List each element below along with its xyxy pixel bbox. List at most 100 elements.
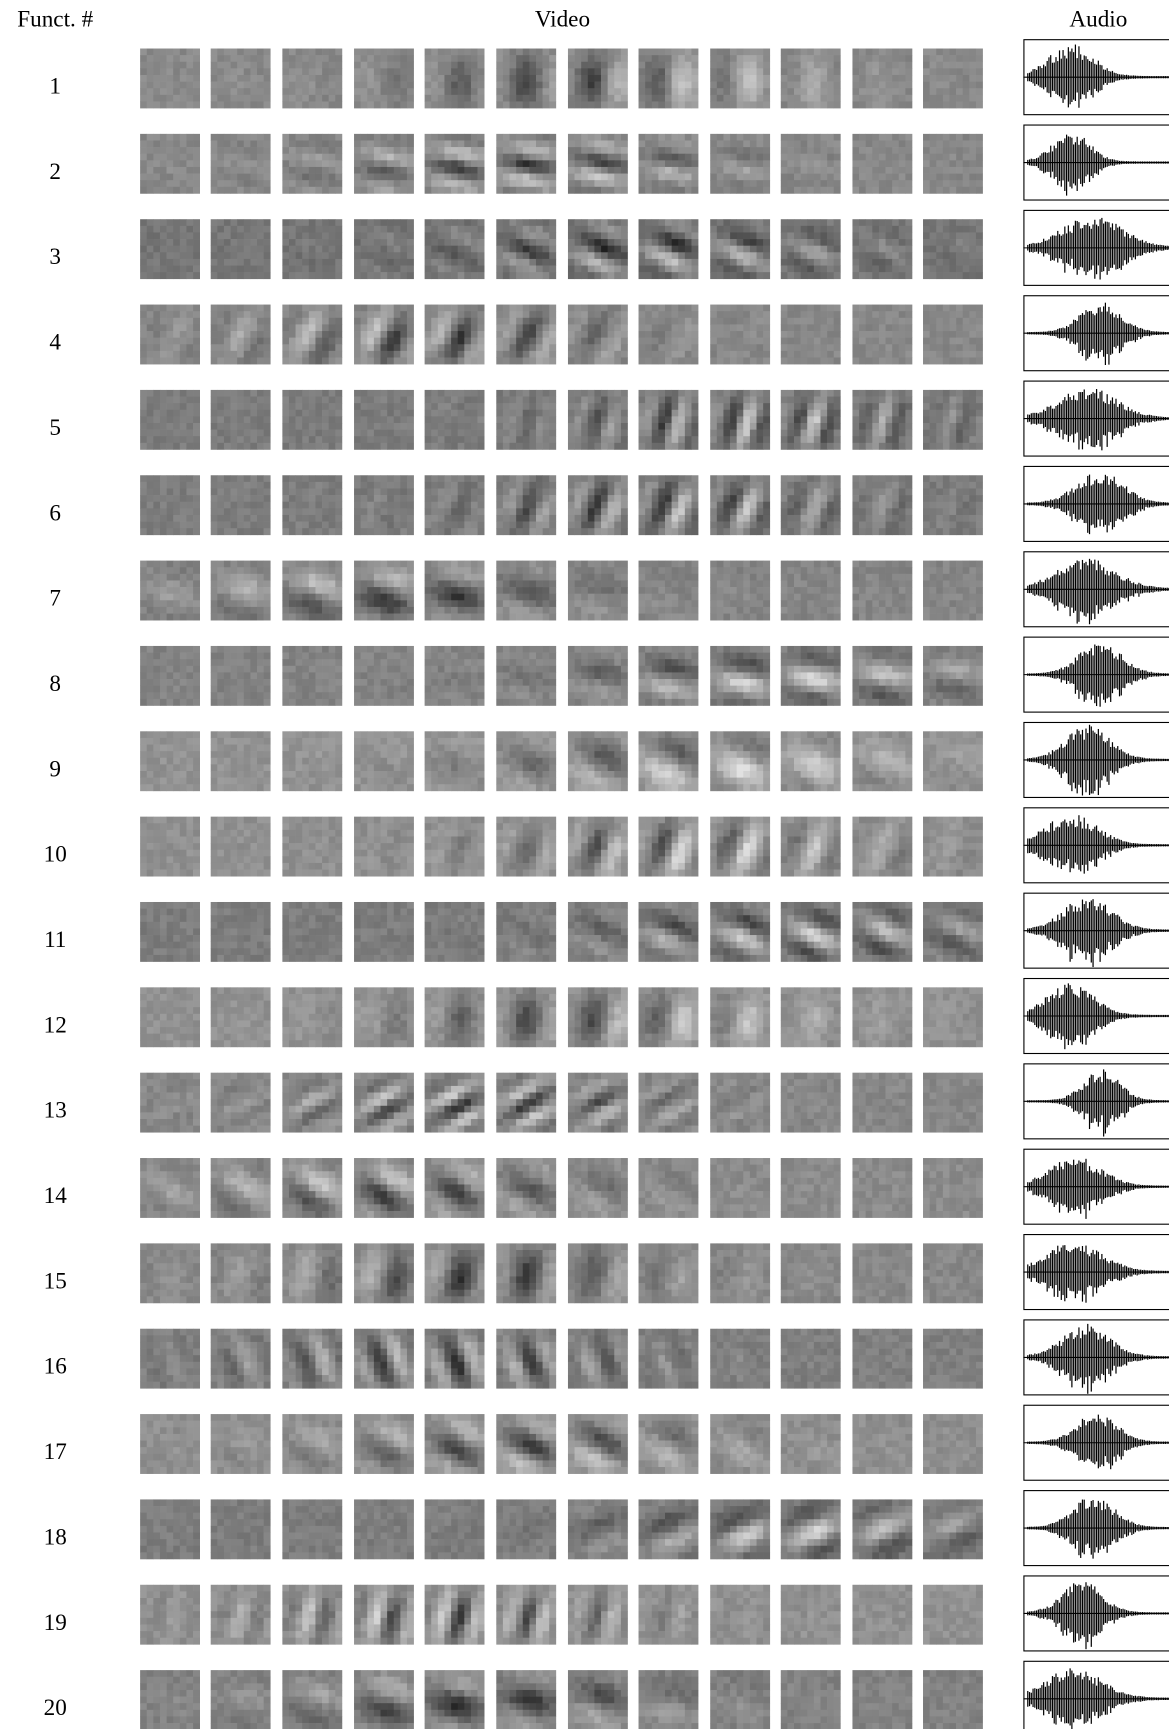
patch-pixel <box>302 75 309 82</box>
patch-pixel <box>381 246 388 253</box>
patch-pixel <box>905 101 912 108</box>
patch-pixel <box>723 252 730 259</box>
patch-pixel <box>621 324 628 331</box>
patch-pixel <box>678 62 685 69</box>
patch-pixel <box>282 174 289 181</box>
patch-pixel <box>516 351 523 358</box>
patch-pixel <box>781 338 788 345</box>
patch-pixel <box>140 75 147 82</box>
patch-pixel <box>807 75 814 82</box>
patch-pixel <box>956 259 963 266</box>
patch-pixel <box>431 430 438 437</box>
patch-pixel <box>899 101 906 108</box>
patch-pixel <box>814 154 821 161</box>
patch-pixel <box>976 68 983 75</box>
patch-pixel <box>374 430 381 437</box>
patch-pixel <box>302 55 309 62</box>
patch-pixel <box>601 324 608 331</box>
patch-pixel <box>717 88 724 95</box>
patch-pixel <box>859 154 866 161</box>
patch-pixel <box>224 311 231 318</box>
patch-pixel <box>652 174 659 181</box>
patch-pixel <box>496 82 503 89</box>
patch-pixel <box>763 68 770 75</box>
patch-pixel <box>691 239 698 246</box>
patch-pixel <box>257 180 264 187</box>
patch-pixel <box>621 75 628 82</box>
patch-pixel <box>581 436 588 443</box>
patch-pixel <box>976 252 983 259</box>
patch-pixel <box>264 55 271 62</box>
patch-pixel <box>814 259 821 266</box>
patch-pixel <box>665 68 672 75</box>
patch-pixel <box>451 160 458 167</box>
patch-pixel <box>250 49 257 56</box>
patch-pixel <box>217 226 224 233</box>
patch-pixel <box>224 344 231 351</box>
patch-pixel <box>807 272 814 279</box>
patch-pixel <box>309 180 316 187</box>
patch-pixel <box>899 62 906 69</box>
patch-pixel <box>217 311 224 318</box>
patch-pixel <box>309 252 316 259</box>
patch-pixel <box>757 397 764 404</box>
patch-pixel <box>354 187 361 194</box>
patch-pixel <box>451 154 458 161</box>
patch-pixel <box>730 160 737 167</box>
patch-pixel <box>153 259 160 266</box>
patch-pixel <box>282 226 289 233</box>
patch-pixel <box>361 219 368 226</box>
patch-pixel <box>173 331 180 338</box>
patch-pixel <box>794 272 801 279</box>
patch-pixel <box>892 226 899 233</box>
patch-pixel <box>529 101 536 108</box>
patch-pixel <box>329 49 336 56</box>
patch-pixel <box>231 351 238 358</box>
patch-pixel <box>400 246 407 253</box>
patch-pixel <box>264 397 271 404</box>
patch-pixel <box>794 338 801 345</box>
patch-pixel <box>516 305 523 312</box>
video-patch <box>140 219 200 279</box>
patch-pixel <box>608 416 615 423</box>
patch-pixel <box>438 187 445 194</box>
patch-pixel <box>859 75 866 82</box>
patch-pixel <box>886 180 893 187</box>
patch-pixel <box>407 318 414 325</box>
patch-pixel <box>140 416 147 423</box>
patch-pixel <box>949 68 956 75</box>
patch-pixel <box>529 62 536 69</box>
patch-pixel <box>763 95 770 102</box>
patch-pixel <box>496 101 503 108</box>
patch-pixel <box>329 357 336 364</box>
patch-pixel <box>478 266 485 273</box>
patch-pixel <box>801 232 808 239</box>
patch-pixel <box>374 88 381 95</box>
patch-pixel <box>374 75 381 82</box>
patch-pixel <box>737 68 744 75</box>
patch-pixel <box>757 49 764 56</box>
patch-pixel <box>211 344 218 351</box>
patch-pixel <box>147 266 154 273</box>
patch-pixel <box>710 239 717 246</box>
patch-pixel <box>737 154 744 161</box>
patch-pixel <box>464 88 471 95</box>
patch-pixel <box>394 305 401 312</box>
patch-pixel <box>231 410 238 417</box>
patch-pixel <box>763 397 770 404</box>
patch-pixel <box>963 167 970 174</box>
patch-pixel <box>167 338 174 345</box>
patch-pixel <box>407 344 414 351</box>
patch-pixel <box>503 272 510 279</box>
patch-pixel <box>691 55 698 62</box>
patch-pixel <box>496 160 503 167</box>
patch-pixel <box>471 416 478 423</box>
patch-pixel <box>658 219 665 226</box>
patch-pixel <box>302 397 309 404</box>
patch-pixel <box>787 266 794 273</box>
patch-pixel <box>905 160 912 167</box>
patch-pixel <box>400 187 407 194</box>
patch-pixel <box>211 232 218 239</box>
patch-pixel <box>309 397 316 404</box>
patch-pixel <box>147 167 154 174</box>
